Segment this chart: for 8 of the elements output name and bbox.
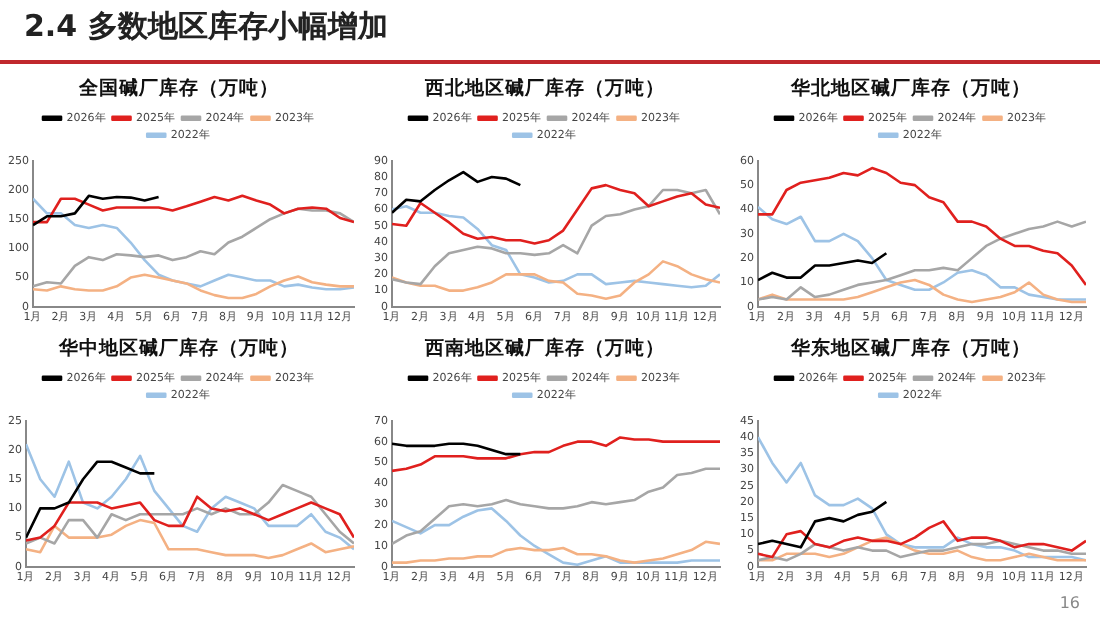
chart-title: 华北地区碱厂库存（万吨） <box>789 76 1031 101</box>
text: 16 <box>1059 594 1080 612</box>
chart-title: 西南地区碱厂库存（万吨） <box>423 336 665 361</box>
text: 2.4 多数地区库存小幅增加 <box>24 8 388 46</box>
chart-title: 华中地区碱厂库存（万吨） <box>57 336 299 361</box>
chart-title: 全国碱厂库存（万吨） <box>77 76 279 101</box>
chart-title: 西北地区碱厂库存（万吨） <box>423 76 665 101</box>
chart-title: 华东地区碱厂库存（万吨） <box>789 336 1031 361</box>
